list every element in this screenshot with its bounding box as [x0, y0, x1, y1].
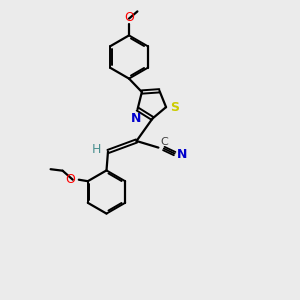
Text: N: N [177, 148, 188, 161]
Text: O: O [124, 11, 134, 24]
Text: H: H [92, 142, 101, 156]
Text: C: C [160, 137, 168, 147]
Text: O: O [65, 173, 75, 186]
Text: S: S [170, 100, 179, 114]
Text: N: N [131, 112, 141, 124]
